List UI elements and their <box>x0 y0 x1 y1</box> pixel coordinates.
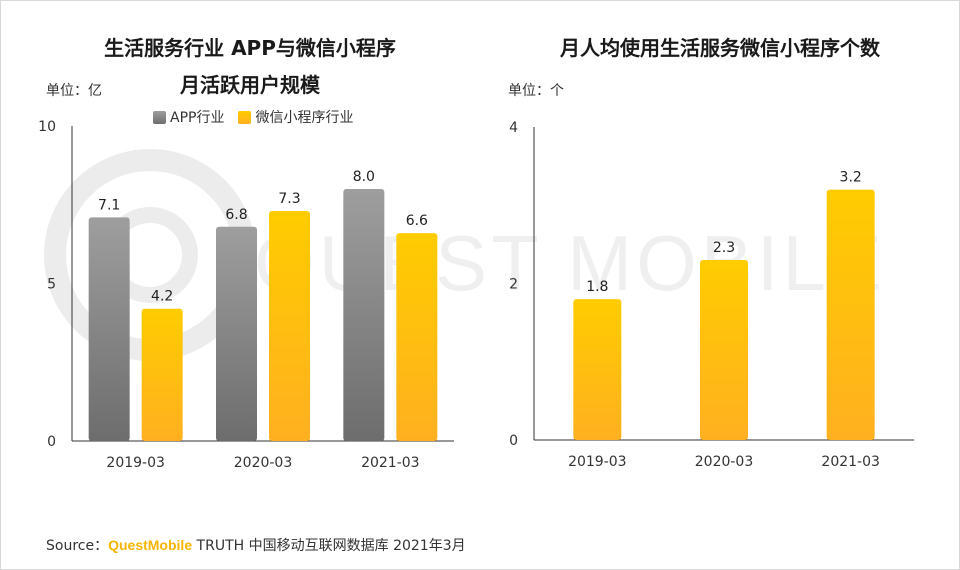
x-tick-label: 2020-03 <box>234 455 293 471</box>
bar <box>396 233 438 441</box>
bar <box>826 189 875 440</box>
chart2-unit: 单位：个 <box>508 83 564 99</box>
chart1-unit: 单位：亿 <box>46 83 102 99</box>
y-tick-label: 0 <box>47 434 56 450</box>
chart2-plot: 0 2 4 2019-03 1.8 2020-03 2.3 2021-03 3.2 <box>509 120 914 470</box>
source-prefix: Source： <box>46 538 109 554</box>
chart2-title: 月人均使用生活服务微信小程序个数 <box>560 36 880 60</box>
bar-value-label: 6.6 <box>406 213 428 229</box>
y-tick-label: 4 <box>509 120 518 136</box>
bar-value-label: 4.2 <box>151 289 173 305</box>
legend-item-app: APP行业 <box>153 107 224 127</box>
chart1-plot: 0 5 10 2019-03 7.1 4.2 2020-03 6.8 7.3 2021-03 8.0… <box>38 119 454 471</box>
source-suffix: TRUTH 中国移动互联网数据库 2021年3月 <box>192 538 466 554</box>
bar <box>700 260 748 440</box>
bar-value-label: 8.0 <box>353 169 375 185</box>
legend-label-miniprogram: 微信小程序行业 <box>255 110 354 126</box>
y-tick-label: 2 <box>509 277 518 293</box>
bar <box>269 211 310 441</box>
bar-value-label: 6.8 <box>225 207 247 223</box>
bar-value-label: 2.3 <box>713 240 735 256</box>
bar-value-label: 3.2 <box>840 170 862 186</box>
x-tick-label: 2019-03 <box>106 455 165 471</box>
bar-value-label: 7.3 <box>278 191 300 207</box>
y-tick-label: 10 <box>38 119 56 135</box>
y-tick-label: 5 <box>47 277 56 293</box>
legend-item-miniprogram: 微信小程序行业 <box>238 107 353 127</box>
chart1-legend: APP行业 微信小程序行业 <box>153 107 367 127</box>
source-brand: QuestMobile <box>108 537 193 553</box>
x-tick-label: 2020-03 <box>695 454 754 470</box>
legend-swatch-gray <box>153 110 166 124</box>
bar <box>88 217 130 441</box>
bar <box>141 308 183 441</box>
chart1-title-line2: 月活跃用户规模 <box>180 73 320 97</box>
x-tick-label: 2019-03 <box>568 454 627 470</box>
bar-value-label: 7.1 <box>98 197 120 213</box>
bar <box>343 189 385 441</box>
bar <box>216 226 257 441</box>
x-tick-label: 2021-03 <box>361 455 420 471</box>
legend-label-app: APP行业 <box>170 110 225 126</box>
source-line: Source： QuestMobile TRUTH 中国移动互联网数据库 202… <box>46 535 466 555</box>
bar-value-label: 1.8 <box>586 279 608 295</box>
legend-swatch-yellow <box>238 110 252 124</box>
bar <box>573 299 622 440</box>
y-tick-label: 0 <box>509 433 518 449</box>
chart1-title-line1: 生活服务行业 APP与微信小程序 <box>104 36 396 60</box>
x-tick-label: 2021-03 <box>821 454 880 470</box>
